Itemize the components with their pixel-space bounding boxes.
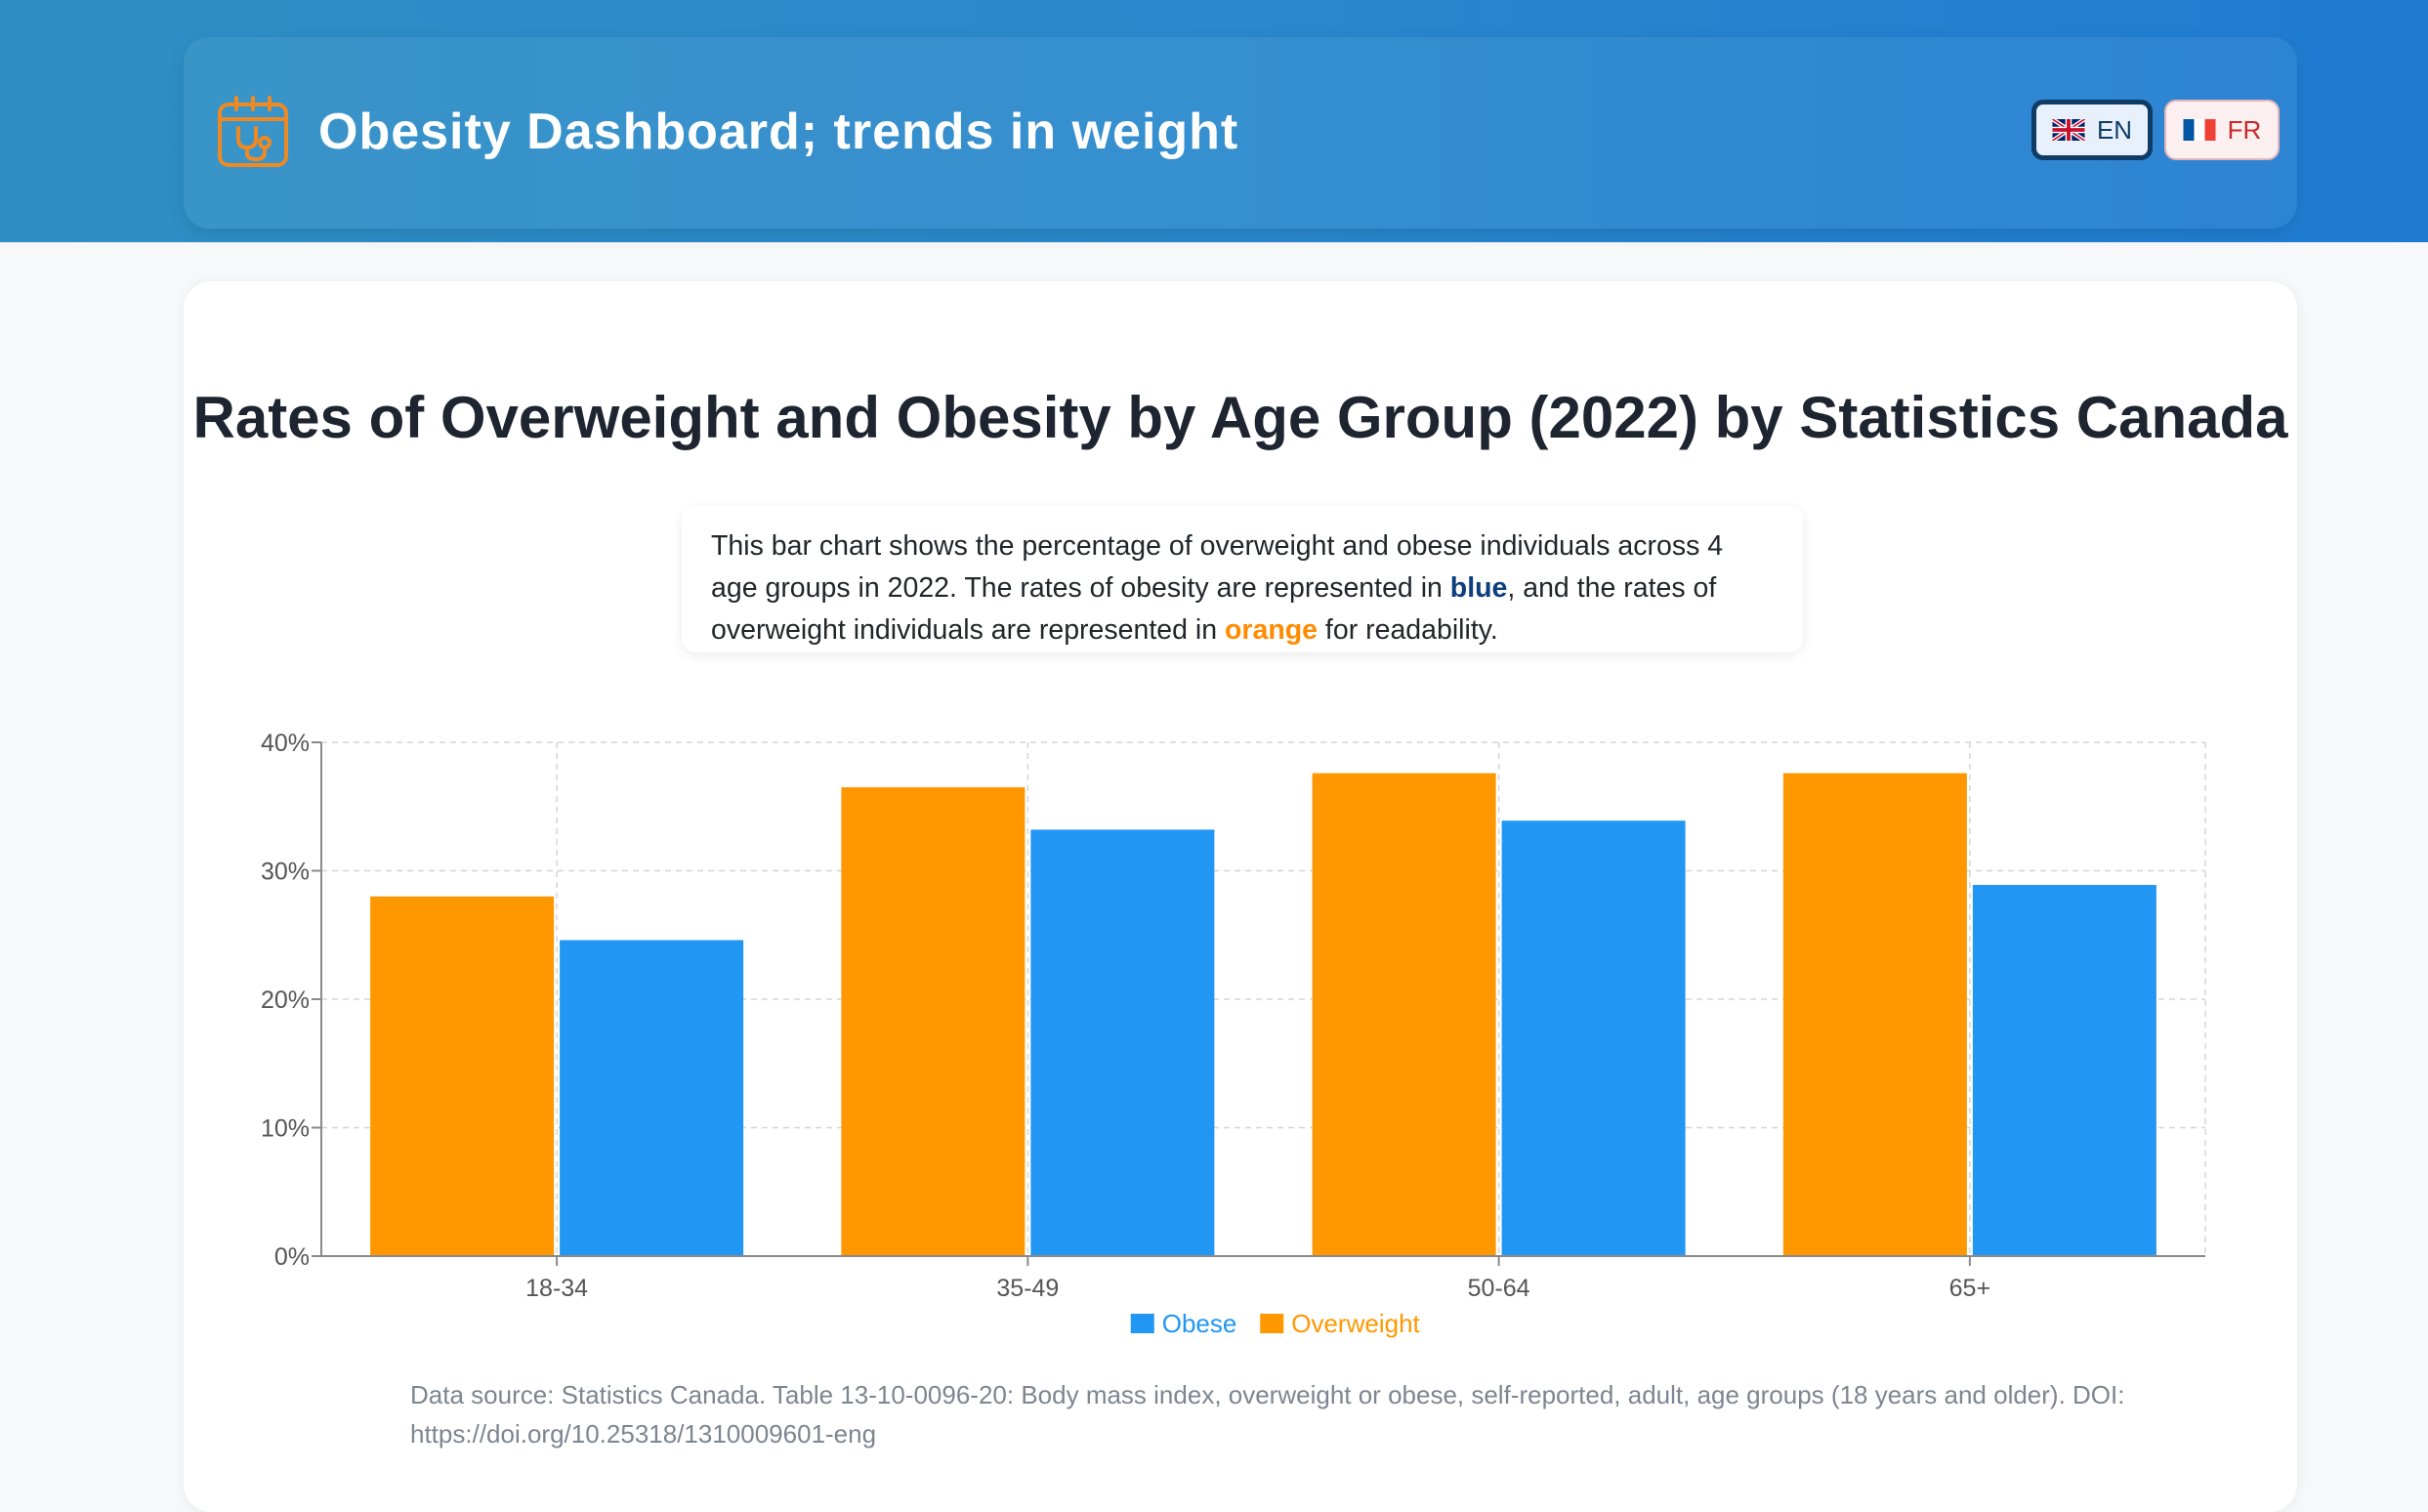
bar-chart: 0% 10% 20% 30% 40% 18-34 35-49 50-64 65+ Obese Ove… [261,730,2206,1338]
uk-flag-icon [2051,119,2085,141]
bar-overweight-65+ [1782,773,1967,1256]
bar-overweight-18-34 [370,896,555,1256]
header-bar: Obesity Dashboard; trends in weight EN F… [184,37,2297,229]
language-en-label: EN [2096,114,2133,145]
description-text-1: This bar chart shows the percentage of o… [711,530,1724,604]
description-text-3: for readability. [1318,614,1498,646]
chart-title: Rates of Overweight and Obesity by Age G… [192,385,2288,450]
y-tick-label: 0% [274,1243,310,1271]
app-title: Obesity Dashboard; trends in weight [318,104,1239,160]
language-fr-button[interactable]: FR [2164,100,2280,160]
legend-label-overweight: Overweight [1291,1309,1420,1338]
language-fr-label: FR [2227,114,2262,145]
bar-obese-18-34 [560,940,744,1256]
x-tick-label: 65+ [1949,1275,1990,1302]
x-tick-label: 50-64 [1468,1275,1530,1302]
y-tick-label: 30% [261,859,310,886]
calendar-stethoscope-icon [218,96,288,167]
x-tick-label: 35-49 [996,1275,1059,1302]
x-tick-label: 18-34 [525,1275,588,1302]
chart-description: This bar chart shows the percentage of o… [682,506,1803,652]
legend-swatch-obese [1130,1314,1154,1333]
y-tick-label: 40% [261,730,310,757]
bar-obese-50-64 [1501,820,1686,1256]
legend-swatch-overweight [1260,1314,1284,1333]
legend-label-obese: Obese [1162,1309,1237,1338]
bar-overweight-35-49 [841,787,1026,1256]
france-flag-icon [2183,119,2216,141]
y-tick-label: 10% [261,1115,310,1143]
bar-overweight-50-64 [1312,773,1496,1256]
description-orange-keyword: orange [1224,614,1319,646]
bar-obese-65+ [1972,884,2156,1256]
y-tick-label: 20% [261,987,310,1014]
description-blue-keyword: blue [1449,572,1508,604]
header-background [0,0,2428,242]
data-source-note: Data source: Statistics Canada. Table 13… [410,1380,2125,1449]
language-en-button[interactable]: EN [2031,100,2153,160]
bar-obese-35-49 [1030,829,1215,1256]
description-text-2: , and the rates of overweight individual… [711,572,1717,646]
